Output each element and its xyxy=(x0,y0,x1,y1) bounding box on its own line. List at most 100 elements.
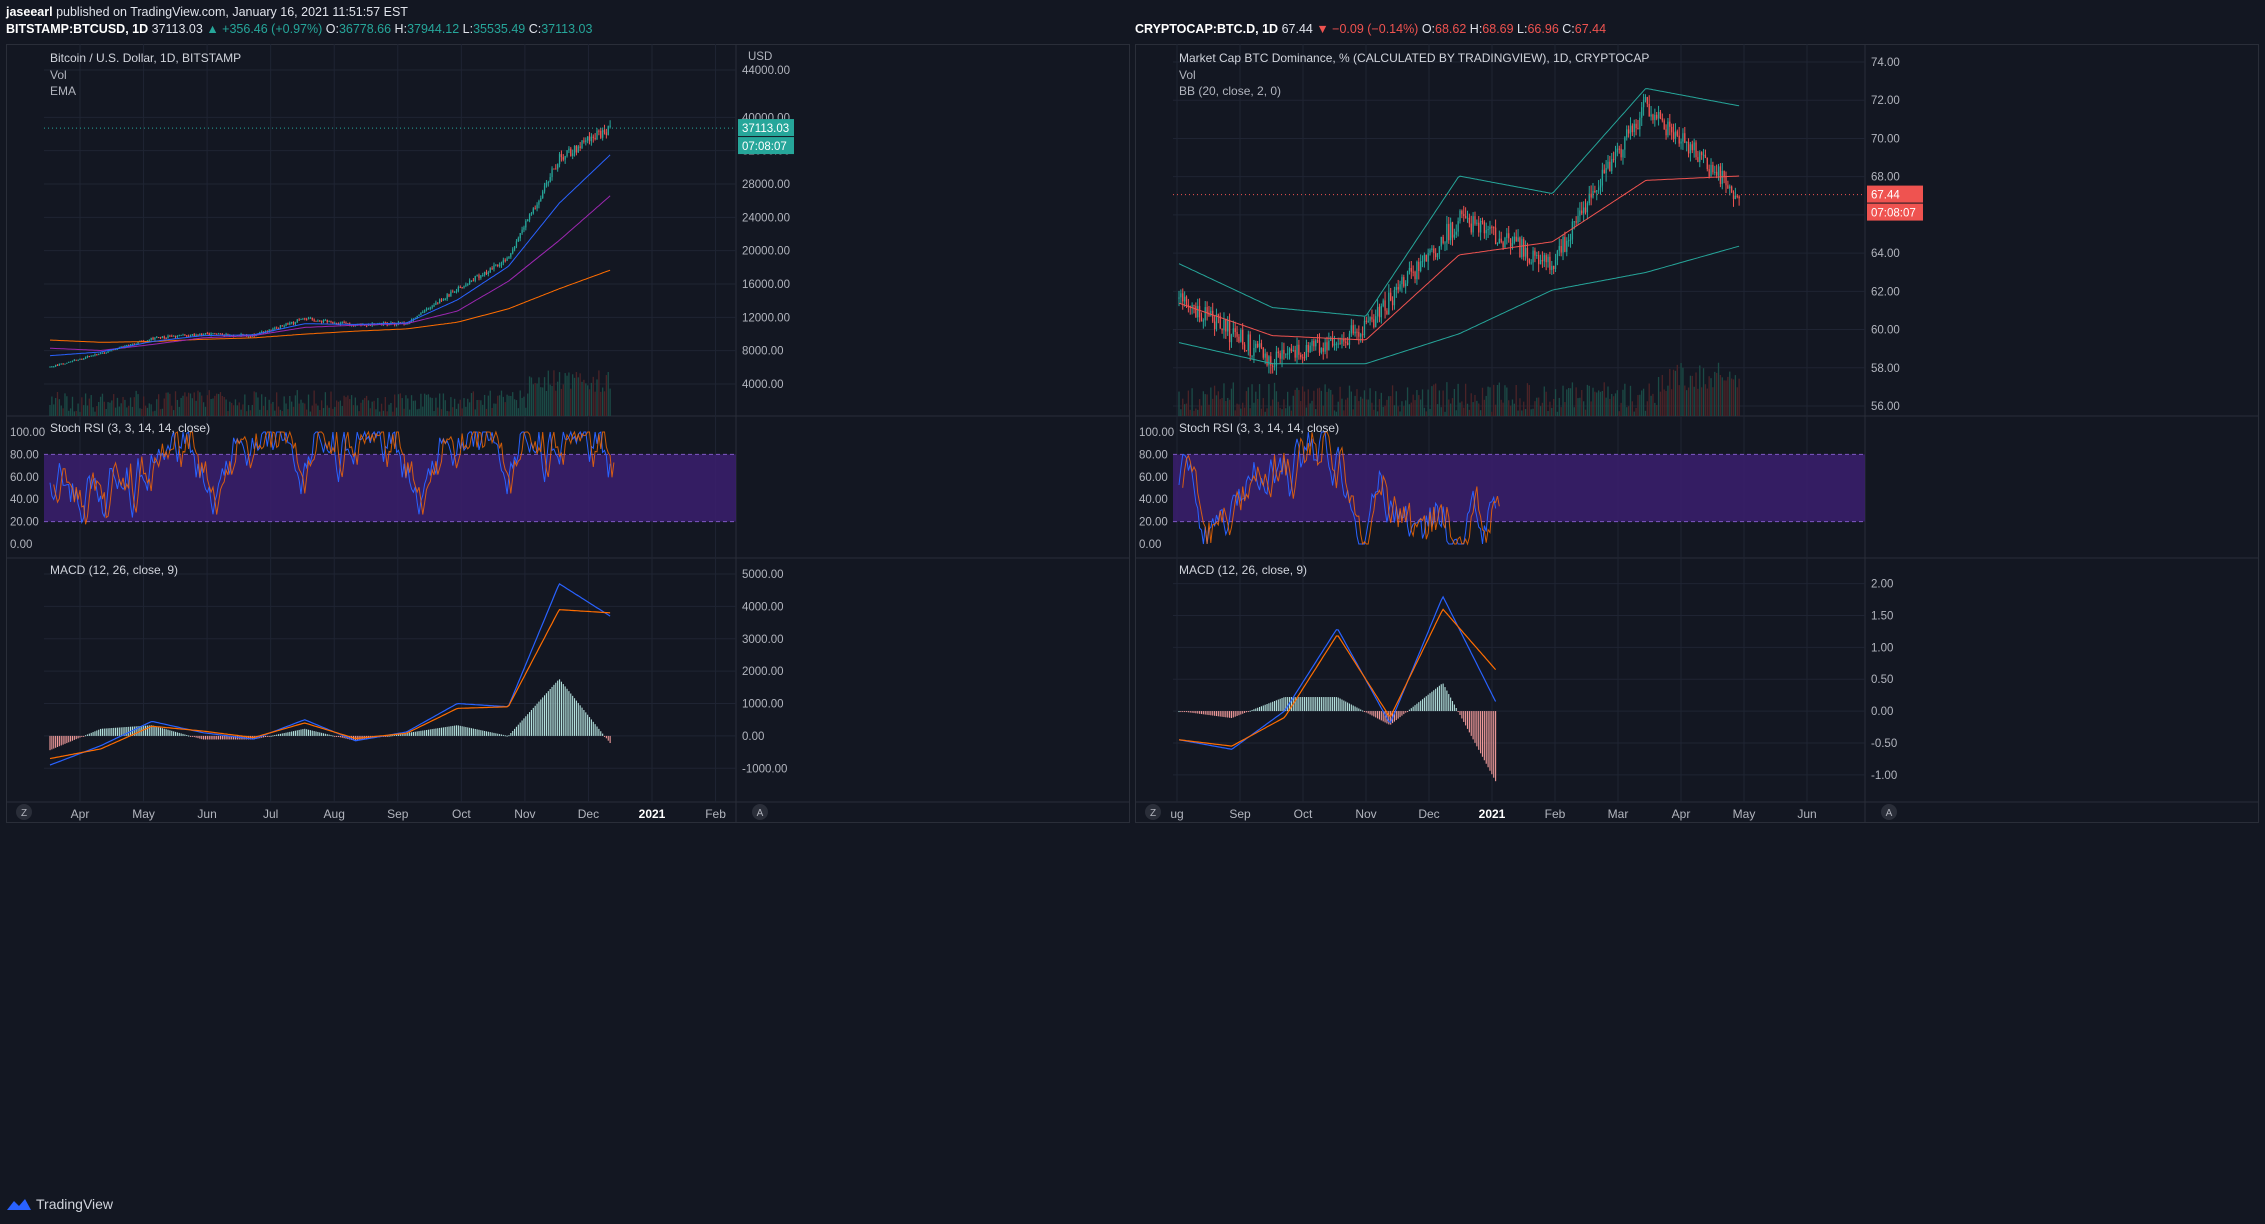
btcusd-chart[interactable]: Apr May Jun Jul Aug Sep Oct Nov Dec 2021 Feb44000.… xyxy=(6,44,1130,1188)
x-axis-label: Mar xyxy=(1608,807,1629,821)
candle-body xyxy=(446,294,448,299)
candle-body xyxy=(148,340,150,342)
zoom-button[interactable] xyxy=(16,804,32,820)
candle-body xyxy=(594,137,596,140)
volume-bar xyxy=(1223,383,1225,416)
volume-bar xyxy=(1671,389,1673,416)
volume-bar xyxy=(1487,386,1489,416)
volume-bar xyxy=(525,407,527,416)
auto-scale-button[interactable] xyxy=(752,804,768,820)
candle-body xyxy=(1258,343,1261,348)
volume-bar xyxy=(1391,385,1394,416)
zoom-button[interactable] xyxy=(1145,804,1161,820)
candle-body xyxy=(68,361,70,363)
candle-body xyxy=(86,356,89,358)
candle-body xyxy=(1665,129,1667,136)
candle-body xyxy=(579,146,581,148)
candle-body xyxy=(1451,222,1454,238)
volume-bar xyxy=(141,408,143,416)
volume-bar xyxy=(126,407,128,416)
candle-body xyxy=(1335,343,1338,345)
candle-body xyxy=(1466,217,1469,219)
volume-bar xyxy=(1236,403,1238,416)
candle-body xyxy=(322,319,325,322)
y-axis-tick: 44000.00 xyxy=(742,65,790,77)
macd-histogram-bar xyxy=(1358,708,1360,712)
volume-bar xyxy=(1275,391,1278,416)
candle-body xyxy=(1627,129,1630,134)
candle-body xyxy=(1541,259,1544,262)
macd-histogram-bar xyxy=(120,727,122,736)
macd-histogram-bar xyxy=(424,730,426,736)
volume-bar xyxy=(73,411,76,416)
candle-body xyxy=(1641,107,1643,118)
volume-bar xyxy=(570,388,572,416)
candle-body xyxy=(1569,239,1572,241)
candle-body xyxy=(1701,152,1703,155)
macd-histogram-bar xyxy=(1480,711,1482,754)
macd-histogram-bar xyxy=(77,735,79,739)
symbol-left[interactable]: BITSTAMP:BTCUSD, 1D xyxy=(6,22,149,36)
candle-body xyxy=(1498,238,1500,244)
volume-bar xyxy=(1397,406,1399,416)
volume-bar xyxy=(1403,406,1405,416)
volume-bar xyxy=(1509,405,1512,416)
volume-bar xyxy=(1491,411,1493,416)
btc-dominance-chart[interactable]: ug Sep Oct Nov Dec 2021 Feb Mar Apr May Jun74.0072… xyxy=(1135,44,2259,1188)
candle-body xyxy=(311,317,313,320)
macd-histogram-bar xyxy=(1401,711,1403,716)
indicator-legend: Vol xyxy=(50,68,67,82)
volume-bar xyxy=(1485,395,1487,416)
volume-bar xyxy=(1217,391,1219,416)
volume-bar xyxy=(180,397,182,416)
volume-bar xyxy=(1498,382,1500,416)
macd-histogram-bar xyxy=(313,731,315,736)
volume-bar xyxy=(1534,401,1536,416)
macd-histogram-bar xyxy=(562,684,564,736)
volume-bar xyxy=(98,402,100,416)
macd-histogram-bar xyxy=(532,707,534,736)
volume-bar xyxy=(1363,390,1366,416)
candle-body xyxy=(1197,305,1199,318)
volume-bar xyxy=(326,405,328,416)
tradingview-logo[interactable]: TradingView xyxy=(6,1196,113,1212)
volume-bar xyxy=(1440,407,1442,416)
candle-body xyxy=(1671,126,1673,133)
macd-histogram-bar xyxy=(341,735,343,738)
candle-body xyxy=(1710,164,1712,177)
candle-body xyxy=(1425,254,1427,262)
candle-body xyxy=(1431,248,1433,251)
candle-body xyxy=(1509,238,1512,247)
x-axis-label: Nov xyxy=(514,807,535,821)
candle-body xyxy=(1204,307,1206,321)
macd-histogram-bar xyxy=(156,726,158,736)
last-right: 67.44 xyxy=(1281,22,1313,36)
volume-bar xyxy=(1701,387,1703,416)
macd-histogram-bar xyxy=(1281,698,1283,712)
candle-body xyxy=(113,349,115,351)
candle-body xyxy=(128,344,130,346)
macd-histogram-bar xyxy=(592,721,594,736)
candle-body xyxy=(1354,331,1356,334)
volume-bar xyxy=(1193,410,1195,416)
candle-body xyxy=(187,335,190,337)
candle-body xyxy=(191,334,194,336)
volume-bar xyxy=(452,407,454,416)
macd-histogram-bar xyxy=(1180,711,1182,713)
candle-body xyxy=(1202,320,1205,322)
candle-body xyxy=(1551,265,1553,270)
candle-body xyxy=(405,323,407,325)
macd-histogram-bar xyxy=(480,730,482,736)
volume-bar xyxy=(1494,404,1497,416)
volume-bar xyxy=(549,384,551,416)
macd-histogram-bar xyxy=(469,727,471,736)
volume-bar xyxy=(83,405,85,416)
macd-histogram-bar xyxy=(218,735,220,740)
candle-body xyxy=(1515,236,1517,241)
volume-bar xyxy=(1390,396,1392,416)
volume-bar xyxy=(1569,388,1572,416)
macd-histogram-bar xyxy=(457,725,459,736)
auto-scale-button[interactable] xyxy=(1881,804,1897,820)
symbol-right[interactable]: CRYPTOCAP:BTC.D, 1D xyxy=(1135,22,1279,36)
macd-histogram-bar xyxy=(1315,697,1317,712)
